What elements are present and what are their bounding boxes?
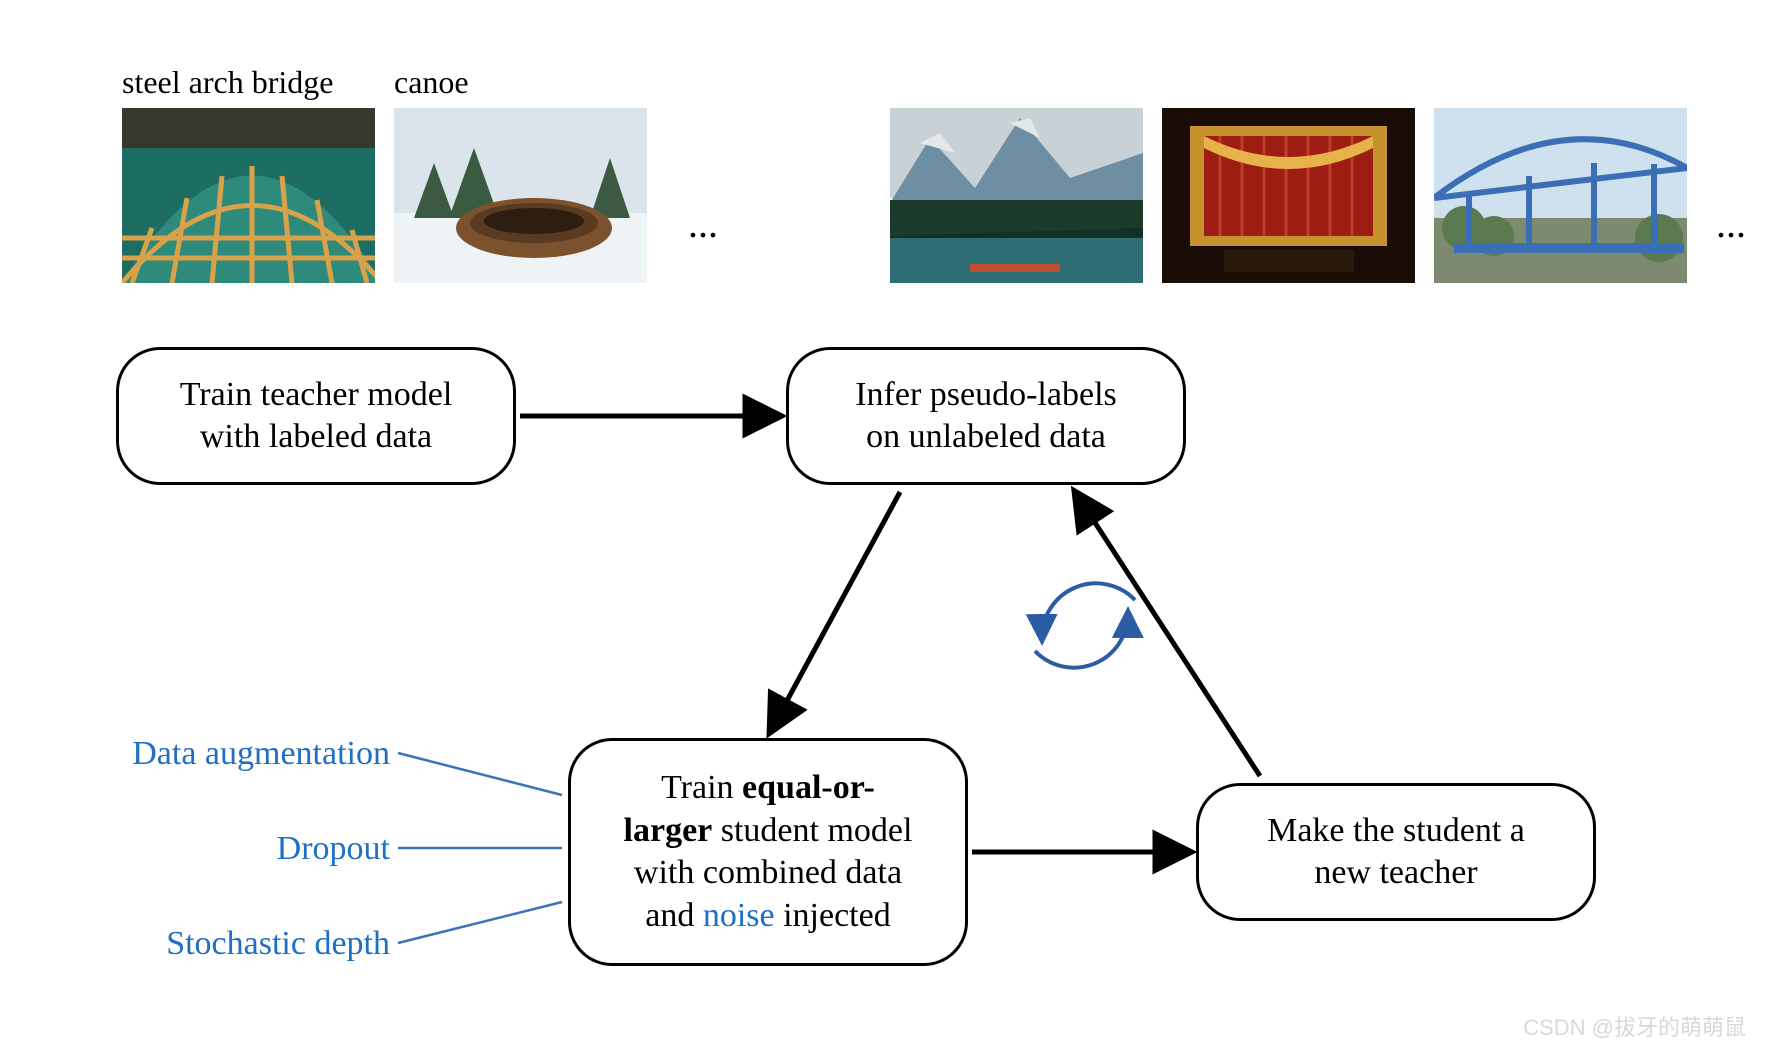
connector-stochastic [398, 902, 562, 943]
noise-label-stochastic-depth: Stochastic depth [70, 925, 390, 963]
photo-steel-arch-bridge [122, 108, 375, 283]
node-student-line4: and noise injected [624, 895, 913, 938]
ellipsis-right: ... [1716, 200, 1746, 247]
node-student-line2: larger student model [624, 810, 913, 853]
cycle-icon [1035, 583, 1135, 667]
node-newteacher-line1: Make the student a [1267, 810, 1525, 853]
node-infer-pseudo-labels: Infer pseudo-labels on unlabeled data [786, 347, 1186, 485]
node-train-student: Train equal-or- larger student model wit… [568, 738, 968, 966]
photo-theater [1162, 108, 1415, 283]
node-student-line3: with combined data [624, 852, 913, 895]
photo-blue-bridge [1434, 108, 1687, 283]
connector-data-aug [398, 753, 562, 795]
node-train-teacher-line2: with labeled data [180, 416, 453, 459]
node-newteacher-line2: new teacher [1267, 852, 1525, 895]
node-student-line1: Train equal-or- [624, 767, 913, 810]
caption-steel-arch-bridge: steel arch bridge [122, 64, 333, 101]
ellipsis-left: ... [688, 200, 718, 247]
noise-label-dropout: Dropout [70, 830, 390, 868]
node-train-teacher: Train teacher model with labeled data [116, 347, 516, 485]
edge-newteacher-to-infer [1075, 492, 1260, 776]
node-infer-line1: Infer pseudo-labels [855, 374, 1117, 417]
node-train-teacher-line1: Train teacher model [180, 374, 453, 417]
noise-label-data-augmentation: Data augmentation [70, 735, 390, 773]
photo-mountain-lake [890, 108, 1143, 283]
edge-infer-to-student [770, 492, 900, 732]
caption-canoe: canoe [394, 64, 469, 101]
photo-canoe [394, 108, 647, 283]
watermark: CSDN @拔牙的萌萌鼠 [1523, 1010, 1746, 1042]
node-make-new-teacher: Make the student a new teacher [1196, 783, 1596, 921]
node-infer-line2: on unlabeled data [855, 416, 1117, 459]
